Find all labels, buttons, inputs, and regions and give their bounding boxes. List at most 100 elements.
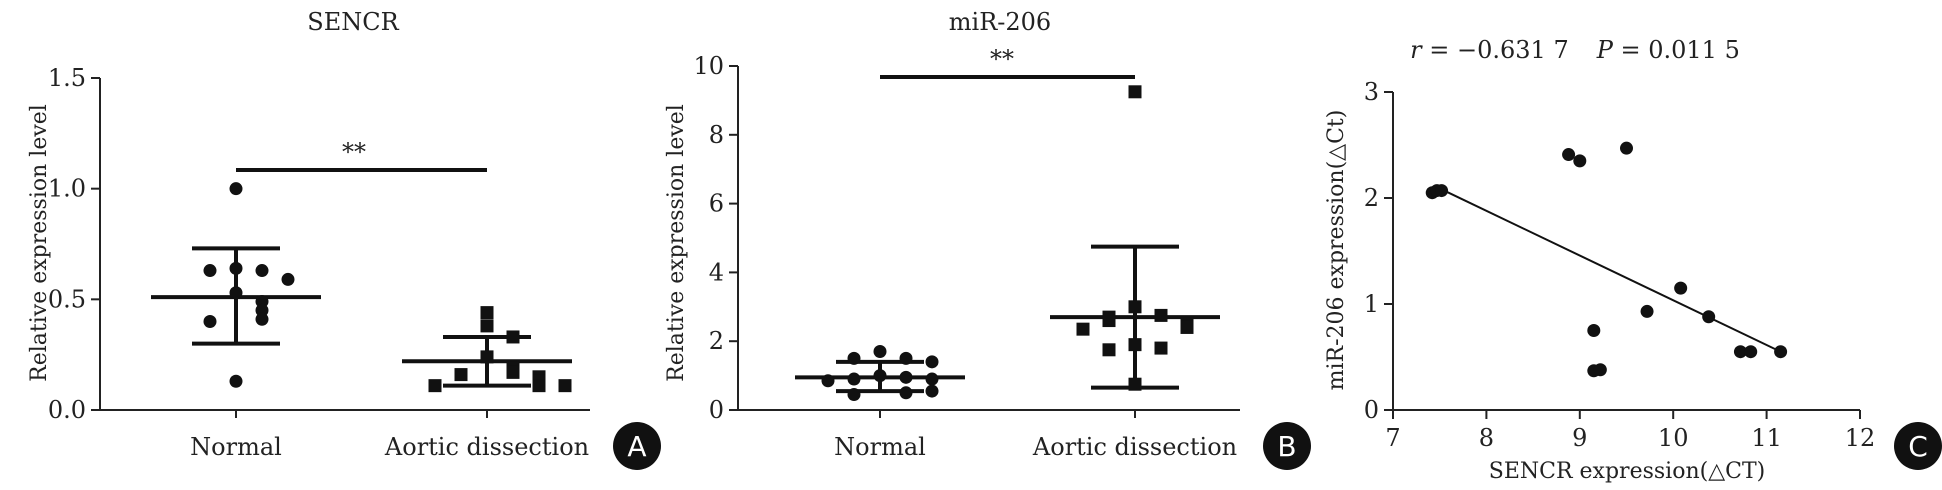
panel-b-ytick-label: 0	[709, 396, 724, 424]
panel-c-ytick-label: 2	[1364, 184, 1379, 212]
panel-c-title-p-value: = 0.011 5	[1613, 36, 1740, 64]
panel-b-ylabel: Relative expression level	[664, 104, 689, 382]
panel-b-point	[1128, 377, 1142, 391]
panel-c-title-r: r	[1410, 36, 1423, 64]
panel-b-point	[1154, 341, 1168, 355]
panel-a-point	[255, 264, 269, 278]
panel-b-point	[1180, 320, 1194, 334]
panel-a-point	[454, 368, 468, 382]
panel-b-ytick-label: 6	[709, 190, 724, 218]
panel-c-title-r-value: = −0.631 7	[1422, 36, 1569, 64]
panel-c-point	[1587, 324, 1601, 337]
panel-c-point	[1640, 304, 1654, 318]
panel-a-point	[428, 379, 442, 393]
panel-c-title-p: P	[1596, 36, 1614, 64]
panel-a-xtick-aortic-dissection: Aortic dissection	[384, 433, 589, 461]
panel-b-point	[873, 369, 887, 383]
panel-c-xtick-label: 9	[1572, 424, 1587, 452]
panel-a-xtick-normal: Normal	[190, 433, 282, 461]
panel-a-significance: **	[342, 138, 366, 166]
panel-c-badge-label: C	[1908, 430, 1928, 463]
panel-b-point	[1076, 322, 1090, 336]
panel-b-ytick-label: 10	[693, 52, 724, 80]
panel-b-badge-label: B	[1277, 430, 1296, 463]
panel-a-ytick-label: 0.0	[48, 396, 86, 424]
panel-c-ytick-label: 0	[1364, 396, 1379, 424]
panel-c-regression-line	[1439, 187, 1782, 353]
panel-a: SENCR Relative expression level 0.0 0.5 1.…	[27, 8, 661, 470]
panel-c-point	[1620, 141, 1633, 155]
panel-b-ytick-label: 4	[709, 258, 724, 286]
panel-c-point	[1573, 154, 1587, 168]
panel-b-xtick-normal: Normal	[834, 433, 926, 461]
panel-a-badge: A	[613, 422, 661, 470]
panel-a-point	[506, 365, 520, 379]
panel-c-ytick-label: 1	[1364, 290, 1379, 318]
panel-b-point	[1128, 85, 1142, 99]
panel-b-point	[847, 351, 861, 365]
panel-c-point	[1674, 281, 1688, 295]
panel-c-badge: C	[1894, 422, 1942, 470]
panel-a-point	[532, 379, 546, 393]
panel-b-point	[925, 384, 939, 398]
panel-a-badge-label: A	[627, 430, 646, 463]
panel-b-point	[899, 370, 913, 384]
panel-a-point	[558, 379, 572, 393]
panel-b-point	[847, 372, 861, 386]
panel-a-point	[203, 314, 217, 328]
panel-a-point	[255, 312, 269, 326]
panel-c-point	[1744, 345, 1758, 359]
panel-b-point	[899, 386, 913, 400]
panel-c: r = −0.631 7 P = 0.011 5 miR-206 expressi…	[1324, 36, 1942, 484]
panel-a-point	[229, 286, 243, 300]
panel-b-point	[1102, 343, 1116, 357]
panel-c-ylabel: miR-206 expression(△Ct)	[1324, 110, 1349, 391]
panel-c-point	[1435, 184, 1449, 198]
panel-a-point	[229, 374, 243, 388]
panel-c-xtick-label: 10	[1658, 424, 1689, 452]
panel-b-ytick-label: 8	[709, 121, 724, 149]
panel-b-point	[925, 372, 939, 386]
panel-c-point	[1774, 345, 1788, 359]
panel-a-ytick-label: 1.0	[48, 175, 86, 203]
panel-b-point	[847, 388, 861, 402]
panel-b-point	[899, 351, 913, 365]
panel-a-title: SENCR	[307, 8, 399, 36]
panel-b-title: miR-206	[949, 8, 1051, 36]
panel-c-point	[1562, 148, 1576, 162]
panel-a-point	[203, 264, 217, 278]
panel-c-point	[1593, 363, 1607, 377]
panel-a-point	[281, 272, 295, 286]
panel-b-point	[873, 345, 887, 359]
panel-a-point	[229, 261, 243, 275]
panel-a-point	[480, 306, 494, 320]
panel-c-xlabel: SENCR expression(△CT)	[1489, 459, 1765, 484]
panel-c-point	[1733, 345, 1747, 359]
panel-c-xtick-label: 11	[1751, 424, 1782, 452]
panel-a-point	[480, 350, 494, 364]
panel-c-ytick-label: 3	[1364, 78, 1379, 106]
panel-c-xtick-label: 7	[1385, 424, 1400, 452]
panel-b-marks: 0 2 4 6 8 10	[693, 52, 1240, 424]
panel-b: miR-206 Relative expression level 0 2 4 6 8 1…	[664, 8, 1311, 470]
panel-a-ytick-label: 1.5	[48, 64, 86, 92]
panel-c-title: r = −0.631 7 P = 0.011 5	[1410, 36, 1740, 64]
panel-b-significance: **	[990, 45, 1014, 73]
panel-b-point	[1128, 338, 1142, 352]
panel-b-ytick-label: 2	[709, 327, 724, 355]
panel-c-xtick-label: 12	[1845, 424, 1876, 452]
panel-b-point	[1128, 300, 1142, 314]
panel-a-ylabel: Relative expression level	[27, 104, 52, 382]
panel-b-badge: B	[1263, 422, 1311, 470]
panel-b-point	[925, 355, 939, 369]
panel-b-point	[1154, 308, 1168, 322]
panel-a-point	[480, 319, 494, 333]
panel-c-point	[1702, 310, 1716, 324]
panel-c-xtick-label: 8	[1479, 424, 1494, 452]
panel-b-point	[821, 374, 835, 388]
panel-a-marks: 0.0 0.5 1.0 1.5	[48, 64, 590, 424]
panel-a-point	[506, 330, 520, 344]
panel-a-ytick-label: 0.5	[48, 285, 86, 313]
